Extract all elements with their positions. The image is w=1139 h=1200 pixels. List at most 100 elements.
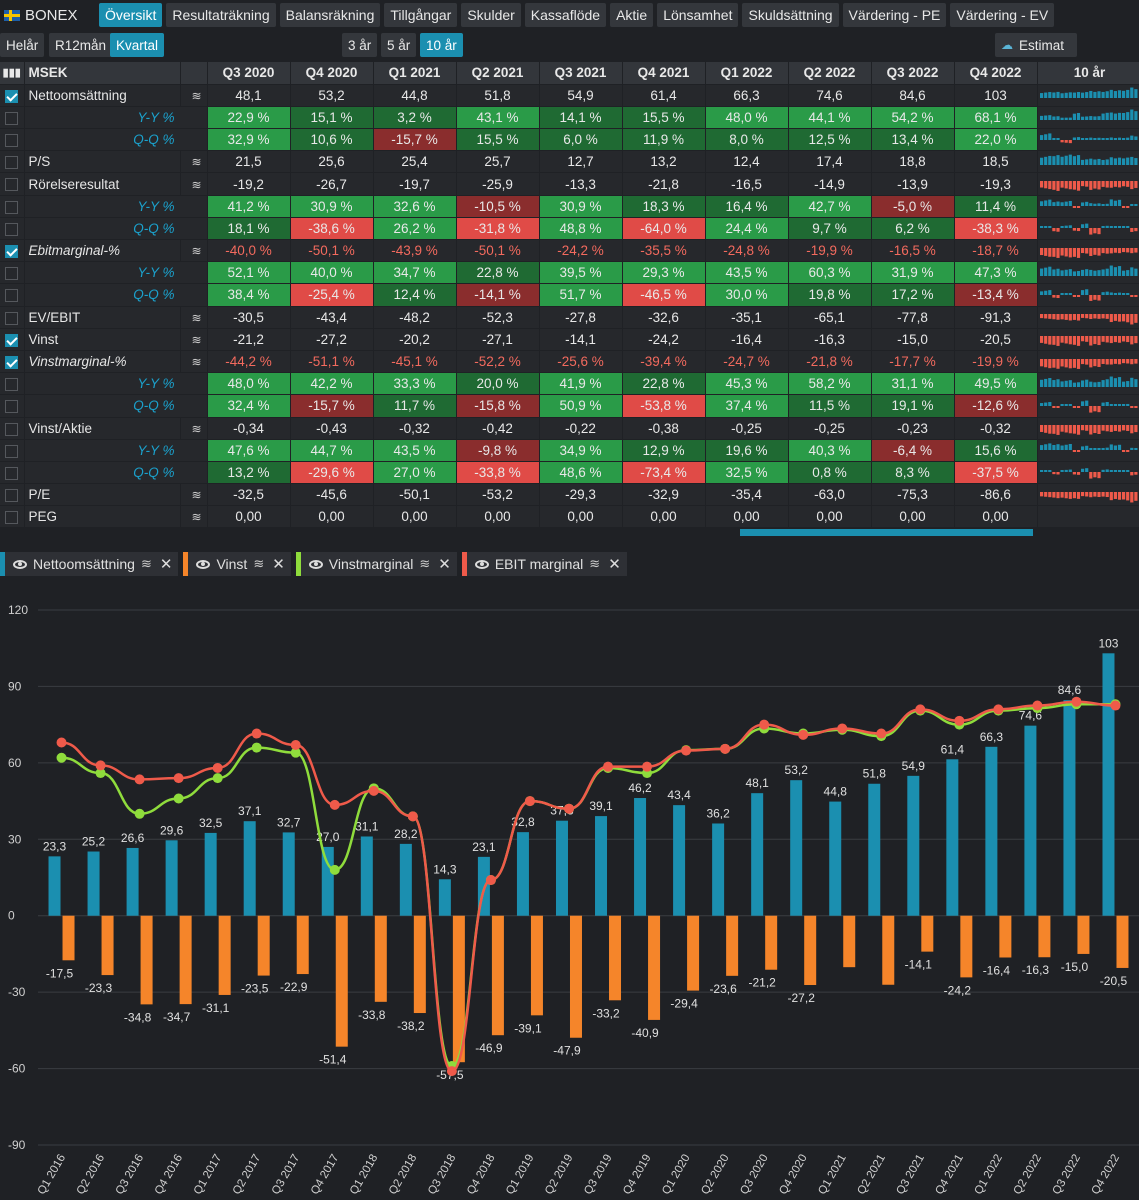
table-scrollbar[interactable]: [740, 529, 1033, 536]
row-checkbox[interactable]: [5, 355, 19, 369]
column-header[interactable]: Q3 2020: [207, 62, 291, 85]
tab-balansrakning[interactable]: Balansräkning: [279, 3, 381, 27]
layers-icon[interactable]: ≋: [589, 556, 601, 571]
layers-icon[interactable]: ≋: [140, 556, 152, 571]
close-icon[interactable]: ✕: [272, 556, 285, 573]
row-checkbox[interactable]: [5, 134, 19, 148]
layers-icon[interactable]: ≋: [180, 172, 208, 196]
range-button-5-ar[interactable]: 5 år: [381, 33, 417, 57]
chart-toggle-icon[interactable]: ▮▮▮: [0, 62, 25, 85]
row-checkbox[interactable]: [5, 489, 19, 503]
row-checkbox[interactable]: [5, 378, 19, 392]
layers-icon[interactable]: ≋: [180, 306, 208, 329]
tab-resultatrakning[interactable]: Resultaträkning: [166, 3, 276, 27]
tab-oversikt[interactable]: Översikt: [99, 3, 163, 27]
column-header[interactable]: Q1 2022: [705, 62, 789, 85]
row-checkbox[interactable]: [5, 444, 19, 458]
tab-vardering-pe[interactable]: Värdering - PE: [842, 3, 947, 27]
period-button-helar[interactable]: Helår: [0, 33, 45, 57]
column-header[interactable]: Q2 2022: [788, 62, 872, 85]
close-icon[interactable]: ✕: [438, 556, 451, 573]
sparkline-bar: [1133, 89, 1137, 99]
legend-item-nettoomsattning[interactable]: Nettoomsättning ≋ ✕: [0, 552, 179, 576]
tab-kassaflode[interactable]: Kassaflöde: [524, 3, 607, 27]
column-header[interactable]: Q1 2021: [373, 62, 457, 85]
legend-item-vinst[interactable]: Vinst ≋ ✕: [183, 552, 291, 576]
table-cell: 12,4: [705, 150, 789, 174]
sparkline-bar: [1117, 445, 1121, 451]
layers-icon[interactable]: ≋: [180, 350, 208, 374]
layers-icon[interactable]: ≋: [180, 150, 208, 174]
sparkline-bar: [1125, 137, 1129, 140]
legend-item-vinstmarginal[interactable]: Vinstmarginal ≋ ✕: [295, 552, 457, 576]
eye-icon[interactable]: [474, 559, 489, 569]
layers-icon[interactable]: ≋: [180, 328, 208, 351]
legend-item-ebit-marginal[interactable]: EBIT marginal ≋ ✕: [461, 552, 627, 576]
sparkline-bar: [1129, 336, 1133, 345]
row-checkbox-cell: [0, 84, 25, 107]
row-checkbox[interactable]: [5, 422, 19, 436]
row-checkbox[interactable]: [5, 89, 19, 103]
eye-icon[interactable]: [196, 559, 211, 569]
sparkline-bar: [1113, 336, 1117, 343]
layers-icon[interactable]: ≋: [180, 505, 208, 529]
row-checkbox[interactable]: [5, 511, 19, 525]
estimat-button[interactable]: ☁ Estimat: [995, 33, 1077, 57]
layers-icon[interactable]: ≋: [180, 417, 208, 440]
range-button-10-ar[interactable]: 10 år: [420, 33, 463, 57]
row-checkbox[interactable]: [5, 156, 19, 170]
bar-vinst: [960, 915, 973, 978]
table-row: P/S ≋ 21,5 25,6 25,4 25,7 12,7 13,2 12,4 17,4 18,8…: [0, 150, 1139, 174]
row-checkbox[interactable]: [5, 333, 19, 347]
row-checkbox[interactable]: [5, 200, 19, 214]
layers-icon[interactable]: ≋: [419, 556, 431, 571]
layers-icon[interactable]: ≋: [180, 239, 208, 263]
row-checkbox[interactable]: [5, 245, 19, 259]
column-header[interactable]: Q4 2022: [954, 62, 1038, 85]
row-checkbox[interactable]: [5, 400, 19, 414]
layers-icon[interactable]: ≋: [180, 483, 208, 507]
row-checkbox[interactable]: [5, 311, 19, 325]
table-cell: 48,1: [207, 84, 291, 107]
tab-skuldsattning[interactable]: Skuldsättning: [742, 3, 839, 27]
period-button-kvartal[interactable]: Kvartal: [110, 33, 165, 57]
tab-tillgangar[interactable]: Tillgångar: [384, 3, 458, 27]
sparkline-bar: [1113, 247, 1117, 253]
sparkline-bar: [1121, 336, 1125, 342]
tab-vardering-ev[interactable]: Värdering - EV: [950, 3, 1055, 27]
row-label: Y-Y %: [24, 106, 208, 130]
sparkline-bar: [1092, 294, 1096, 300]
table-cell: -51,1 %: [290, 350, 374, 374]
tab-skulder[interactable]: Skulder: [461, 3, 521, 27]
point-ebit-marginal: [681, 745, 692, 756]
row-checkbox[interactable]: [5, 111, 19, 125]
column-header[interactable]: Q3 2022: [871, 62, 955, 85]
eye-icon[interactable]: [308, 559, 323, 569]
close-icon[interactable]: ✕: [159, 556, 173, 573]
column-header[interactable]: Q4 2021: [622, 62, 706, 85]
table-cell: 37,4 %: [705, 394, 789, 418]
period-button-r12man[interactable]: R12mån: [49, 33, 113, 57]
sparkline-bar: [1068, 358, 1072, 368]
bar-label: -38,2: [397, 1019, 425, 1033]
sparkline-bar: [1039, 314, 1043, 319]
eye-icon[interactable]: [13, 559, 27, 569]
row-checkbox[interactable]: [5, 267, 19, 281]
row-checkbox[interactable]: [5, 466, 19, 480]
layers-icon[interactable]: ≋: [180, 84, 208, 107]
range-button-3-ar[interactable]: 3 år: [342, 33, 378, 57]
column-header[interactable]: Q3 2021: [539, 62, 623, 85]
row-checkbox[interactable]: [5, 289, 19, 303]
bar-nettoomsattning: [321, 846, 334, 916]
table-cell: 44,1 %: [788, 106, 872, 130]
close-icon[interactable]: ✕: [608, 556, 621, 573]
column-header[interactable]: Q2 2021: [456, 62, 540, 85]
tab-aktie[interactable]: Aktie: [610, 3, 654, 27]
column-header[interactable]: Q4 2020: [290, 62, 374, 85]
row-checkbox[interactable]: [5, 178, 19, 192]
x-tick-label: Q2 2017: [231, 1153, 263, 1197]
layers-icon[interactable]: ≋: [253, 556, 265, 571]
sparkline-bar: [1076, 472, 1080, 476]
tab-lonsamhet[interactable]: Lönsamhet: [657, 3, 739, 27]
row-checkbox[interactable]: [5, 222, 19, 236]
